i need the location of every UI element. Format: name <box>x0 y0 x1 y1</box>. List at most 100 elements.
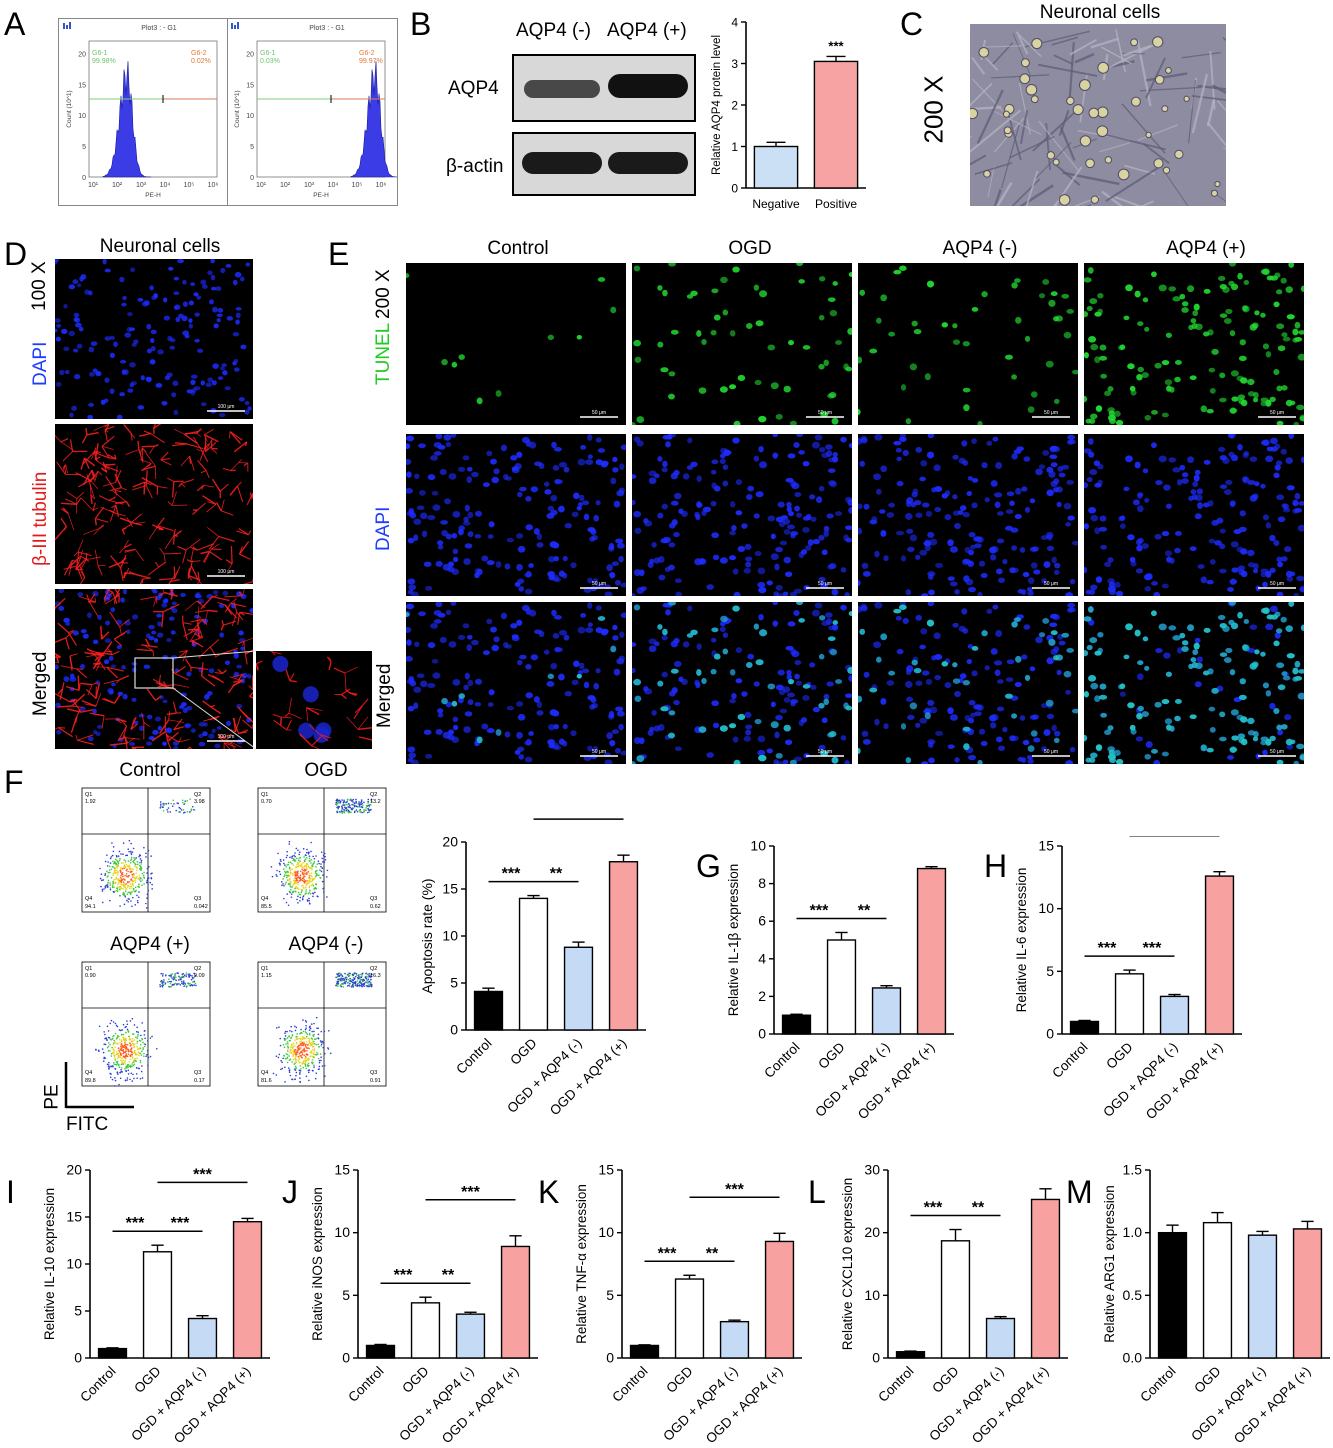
neuron-soma <box>1066 96 1075 106</box>
significance-label: *** <box>193 1166 212 1183</box>
dotplot-frame <box>257 787 387 913</box>
x-tick-label: Control <box>1049 1040 1090 1081</box>
bar <box>916 867 947 1035</box>
x-axis-label: PE-H <box>145 192 161 199</box>
zoom-callout-lines <box>134 650 257 750</box>
y-tick-label: 15 <box>334 1162 350 1178</box>
significance-label: ** <box>442 1267 455 1284</box>
significance-label: *** <box>171 1215 190 1232</box>
scale-bar-label: 50 μm <box>1270 749 1284 755</box>
neuron-soma <box>1130 96 1141 107</box>
y-tick-label: 30 <box>864 1162 880 1178</box>
bar <box>871 987 902 1035</box>
neuron-soma <box>1174 149 1184 159</box>
neuron-soma <box>970 107 979 120</box>
y-tick-label: 10 <box>864 1287 880 1303</box>
neuron-soma <box>1090 195 1100 204</box>
histogram-title: Plot3 : - G1 <box>309 25 345 32</box>
panel-label-b: B <box>410 6 432 42</box>
panel-e-col-ogd: OGD <box>728 238 772 259</box>
quadrant-label: Q4 <box>261 1070 268 1076</box>
neuron-soma <box>1153 158 1164 169</box>
y-tick-label: 0 <box>250 175 254 182</box>
x-tick-label: OGD <box>131 1363 164 1396</box>
neuron-soma <box>1145 131 1152 139</box>
y-axis-label: Relative IL-10 expression <box>42 1188 57 1340</box>
neuron-soma <box>1088 107 1100 119</box>
bar <box>1247 1234 1278 1359</box>
quadrant-label: Q2 <box>370 792 377 798</box>
scale-bar-label: 50 μm <box>1270 410 1284 416</box>
neuron-soma <box>1096 125 1109 138</box>
panel-e-col-aqp4-neg: AQP4 (-) <box>942 238 1018 259</box>
bar <box>500 1245 531 1359</box>
x-axis-label: PE-H <box>313 192 329 199</box>
bar <box>455 1313 486 1359</box>
y-tick-label: 20 <box>66 1162 82 1178</box>
panel-d-title: Neuronal cells <box>99 236 221 257</box>
gate-value: 0.03% <box>260 58 280 65</box>
significance-label: ** <box>858 902 871 919</box>
y-tick-label: 1.5 <box>1123 1162 1143 1178</box>
y-tick-label: 4 <box>758 950 766 966</box>
bar <box>232 1220 263 1359</box>
panel-label-l: L <box>808 1174 826 1210</box>
histogram-1: 0 5 10 15 20 10¹ 10² 10³ 10⁴ 10⁵ 10⁶ PE-H Count (10^… <box>63 22 218 199</box>
y-tick-label: 10 <box>1038 900 1054 916</box>
chart-l: 0 10 20 30 Relative CXCL10 expression Control… <box>838 1156 1074 1446</box>
quadrant-value: 0.70 <box>261 799 272 805</box>
significance-label: *** <box>828 38 844 53</box>
y-tick-label: 15 <box>1038 838 1054 854</box>
bar <box>97 1347 128 1359</box>
quadrant-value: 0.62 <box>370 904 381 910</box>
neuron-soma <box>983 169 991 178</box>
f-title-ogd: OGD <box>304 760 348 781</box>
x-tick-label: 10⁴ <box>160 182 171 189</box>
blot-aqp4 <box>512 54 696 122</box>
e-image-tunel-aqp4-neg: 50 μm <box>858 263 1078 425</box>
y-tick-label: 1.0 <box>1123 1224 1143 1240</box>
y-tick-label: 0 <box>758 1026 766 1042</box>
y-tick-label: 5 <box>250 144 254 151</box>
y-tick-label: 15 <box>66 1209 82 1225</box>
quadrant-value: 1.92 <box>85 799 96 805</box>
y-tick-label: 10 <box>246 113 254 120</box>
quadrant-label: Q1 <box>85 792 92 798</box>
x-tick-label: OGD + AQP4 (+) <box>1143 1040 1226 1122</box>
d-tubulin-image: 100 μm <box>55 424 253 584</box>
f-dotplot-control: Q1 1.92 Q2 3.98 Q4 94.1 Q3 0.042 <box>64 782 214 922</box>
neuron-soma <box>1052 158 1060 166</box>
scale-bar-label: 100 μm <box>218 404 235 410</box>
x-tick-label: OGD + AQP4 (+) <box>855 1040 938 1122</box>
neuron-soma <box>1030 95 1039 104</box>
y-axis-label: Count (10^1) <box>66 90 73 127</box>
y-axis-label: Relative CXCL10 expression <box>840 1178 855 1351</box>
gate-value: 99.98% <box>92 58 116 65</box>
bar <box>719 1320 750 1359</box>
d-merged-zoom-inset <box>256 651 372 749</box>
x-tick-label: 10¹ <box>256 182 267 189</box>
gate-value: 99.97% <box>359 58 383 65</box>
bar <box>608 861 639 1031</box>
x-tick-label: 10¹ <box>88 182 99 189</box>
e-image-tunel-aqp4-pos: 50 μm <box>1084 263 1304 425</box>
e-image-dapi-ogd: 50 μm <box>632 434 852 596</box>
panel-e-row-merged: Merged <box>374 663 395 728</box>
y-tick-label: 10 <box>598 1224 614 1240</box>
bar <box>410 1302 441 1359</box>
y-tick-label: 0 <box>606 1350 614 1366</box>
dotplot-frame <box>81 787 211 913</box>
x-tick-label: Control <box>761 1040 802 1081</box>
quadrant-value: 16.3 <box>370 973 381 979</box>
panel-c-magnification: 200 X <box>918 75 949 144</box>
x-tick-label: 10³ <box>304 182 315 189</box>
scale-bar-label: 50 μm <box>1270 581 1284 587</box>
panel-a-frame: Plot3 : - G1 0 5 10 15 20 10¹ 10² 10³ 10⁴ 10⁵ 10⁶ PE… <box>58 18 400 206</box>
y-tick-label: 10 <box>750 838 766 854</box>
y-axis-label: Apoptosis rate (%) <box>419 878 435 993</box>
significance-label: ** <box>550 866 563 883</box>
significance-label: *** <box>1143 940 1162 957</box>
x-tick-label: 10² <box>280 182 291 189</box>
y-tick-label: 10 <box>442 928 458 944</box>
y-tick-label: 20 <box>864 1224 880 1240</box>
